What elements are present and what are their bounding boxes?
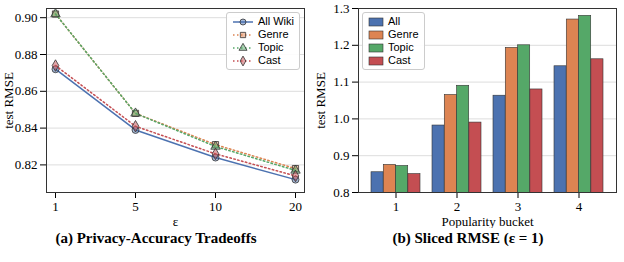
- svg-text:ε: ε: [173, 214, 179, 229]
- svg-text:1.0: 1.0: [333, 111, 349, 126]
- svg-text:test RMSE: test RMSE: [1, 72, 16, 129]
- svg-text:4: 4: [576, 199, 583, 214]
- svg-text:0.8: 0.8: [333, 185, 349, 200]
- svg-text:10: 10: [209, 199, 222, 214]
- svg-text:0.90: 0.90: [15, 10, 38, 25]
- svg-text:5: 5: [132, 199, 139, 214]
- svg-text:0.84: 0.84: [15, 120, 38, 135]
- html-text:Topic: Topic: [257, 41, 284, 53]
- svg-text:20: 20: [289, 199, 302, 214]
- html-text:(b) Sliced RMSE (ε = 1): (b) Sliced RMSE (ε = 1): [392, 230, 544, 246]
- svg-text:1.3: 1.3: [333, 1, 349, 16]
- svg-text:3: 3: [515, 199, 522, 214]
- svg-text:test RMSE: test RMSE: [313, 72, 328, 129]
- svg-text:2: 2: [454, 199, 461, 214]
- svg-text:Popularity bucket: Popularity bucket: [441, 214, 533, 229]
- html-text:Cast: Cast: [257, 54, 281, 66]
- svg-text:1.1: 1.1: [333, 74, 349, 89]
- html-text:Cast: Cast: [388, 54, 411, 66]
- html-text:Genre: Genre: [388, 28, 419, 40]
- html-text:Topic: Topic: [388, 41, 414, 53]
- svg-text:0.9: 0.9: [333, 148, 349, 163]
- html-text:Genre: Genre: [257, 28, 289, 40]
- svg-text:0.86: 0.86: [15, 83, 38, 98]
- html-text:All: All: [388, 15, 401, 27]
- svg-text:1: 1: [393, 199, 400, 214]
- html-text:All Wiki: All Wiki: [257, 15, 294, 27]
- svg-text:1: 1: [52, 199, 59, 214]
- svg-text:0.88: 0.88: [15, 47, 38, 62]
- svg-text:1.2: 1.2: [333, 37, 349, 52]
- html-text:(a) Privacy-Accuracy Tradeoffs: (a) Privacy-Accuracy Tradeoffs: [55, 230, 257, 246]
- svg-text:0.82: 0.82: [15, 157, 38, 172]
